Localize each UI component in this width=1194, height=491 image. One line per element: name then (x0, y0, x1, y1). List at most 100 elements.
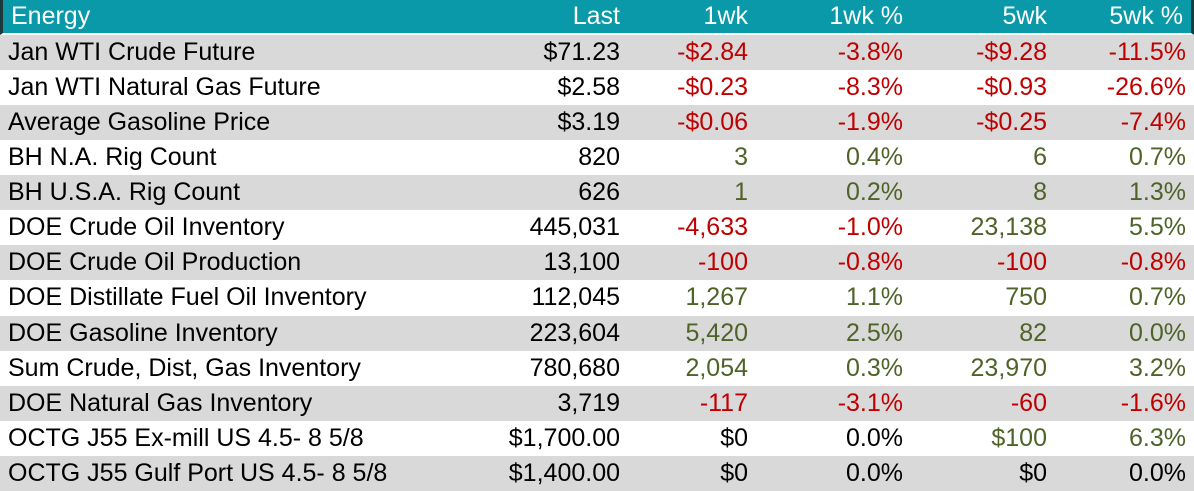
cell-1wk[interactable]: -$0.06 (620, 105, 748, 141)
cell-1wk[interactable]: $0 (620, 420, 748, 456)
cell-5wk-pct[interactable]: -1.6% (1047, 385, 1194, 421)
cell-last[interactable]: 626 (430, 175, 620, 211)
column-header-energy[interactable]: Energy (0, 0, 430, 35)
table-row: DOE Crude Oil Production 13,100 -100 -0.8% -… (0, 245, 1194, 281)
cell-5wk[interactable]: 750 (903, 280, 1047, 316)
cell-5wk[interactable]: 8 (903, 175, 1047, 211)
cell-1wk[interactable]: 2,054 (620, 350, 748, 386)
cell-5wk[interactable]: 82 (903, 315, 1047, 351)
cell-5wk[interactable]: -$0.25 (903, 105, 1047, 141)
cell-1wk-pct[interactable]: 0.3% (748, 350, 903, 386)
row-label[interactable]: DOE Crude Oil Production (0, 245, 430, 281)
row-label[interactable]: Jan WTI Natural Gas Future (0, 70, 430, 106)
cell-5wk[interactable]: -100 (903, 245, 1047, 281)
row-label[interactable]: BH N.A. Rig Count (0, 140, 430, 176)
cell-5wk[interactable]: $0 (903, 455, 1047, 491)
cell-1wk[interactable]: -117 (620, 385, 748, 421)
cell-last[interactable]: 112,045 (430, 280, 620, 316)
cell-5wk-pct[interactable]: -26.6% (1047, 70, 1194, 106)
row-label[interactable]: BH U.S.A. Rig Count (0, 175, 430, 211)
row-label[interactable]: DOE Crude Oil Inventory (0, 210, 430, 246)
cell-5wk-pct[interactable]: 1.3% (1047, 175, 1194, 211)
cell-1wk-pct[interactable]: 2.5% (748, 315, 903, 351)
cell-5wk-pct[interactable]: -7.4% (1047, 105, 1194, 141)
cell-last[interactable]: 223,604 (430, 315, 620, 351)
row-label[interactable]: DOE Natural Gas Inventory (0, 385, 430, 421)
cell-5wk-pct[interactable]: 0.7% (1047, 280, 1194, 316)
table-row: OCTG J55 Ex-mill US 4.5- 8 5/8 $1,700.00 $… (0, 420, 1194, 456)
cell-1wk-pct[interactable]: 0.0% (748, 420, 903, 456)
cell-5wk[interactable]: -60 (903, 385, 1047, 421)
table-row: BH N.A. Rig Count 820 3 0.4% 6 0.7% (0, 140, 1194, 176)
cell-1wk-pct[interactable]: 0.4% (748, 140, 903, 176)
table-row: DOE Crude Oil Inventory 445,031 -4,633 -1.0… (0, 210, 1194, 246)
table-row: Jan WTI Natural Gas Future $2.58 -$0.23 -8.… (0, 70, 1194, 106)
cell-1wk-pct[interactable]: 0.0% (748, 455, 903, 491)
cell-1wk-pct[interactable]: -1.0% (748, 210, 903, 246)
cell-5wk-pct[interactable]: 5.5% (1047, 210, 1194, 246)
table-row: DOE Gasoline Inventory 223,604 5,420 2.5% 82… (0, 315, 1194, 351)
cell-1wk[interactable]: 1,267 (620, 280, 748, 316)
cell-last[interactable]: 780,680 (430, 350, 620, 386)
cell-5wk[interactable]: -$9.28 (903, 35, 1047, 71)
cell-1wk-pct[interactable]: 1.1% (748, 280, 903, 316)
cell-last[interactable]: 13,100 (430, 245, 620, 281)
cell-5wk[interactable]: 6 (903, 140, 1047, 176)
row-label[interactable]: DOE Gasoline Inventory (0, 315, 430, 351)
cell-1wk-pct[interactable]: -3.1% (748, 385, 903, 421)
cell-5wk[interactable]: $100 (903, 420, 1047, 456)
cell-5wk-pct[interactable]: -0.8% (1047, 245, 1194, 281)
table-row: OCTG J55 Gulf Port US 4.5- 8 5/8 $1,400.0… (0, 455, 1194, 491)
cell-last[interactable]: 3,719 (430, 385, 620, 421)
cell-last[interactable]: 445,031 (430, 210, 620, 246)
cell-5wk-pct[interactable]: 0.7% (1047, 140, 1194, 176)
cell-5wk-pct[interactable]: -11.5% (1047, 35, 1194, 71)
cell-1wk[interactable]: 1 (620, 175, 748, 211)
column-header-1wk[interactable]: 1wk (620, 0, 748, 35)
cell-1wk[interactable]: -$2.84 (620, 35, 748, 71)
cell-last[interactable]: $71.23 (430, 35, 620, 71)
cell-5wk-pct[interactable]: 6.3% (1047, 420, 1194, 456)
cell-last[interactable]: $2.58 (430, 70, 620, 106)
table-row: DOE Natural Gas Inventory 3,719 -117 -3.1% -… (0, 385, 1194, 421)
cell-5wk[interactable]: -$0.93 (903, 70, 1047, 106)
cell-last[interactable]: $3.19 (430, 105, 620, 141)
cell-1wk[interactable]: -4,633 (620, 210, 748, 246)
cell-1wk-pct[interactable]: -8.3% (748, 70, 903, 106)
table-row: Sum Crude, Dist, Gas Inventory 780,680 2,0… (0, 350, 1194, 386)
cell-last[interactable]: $1,400.00 (430, 455, 620, 491)
cell-1wk-pct[interactable]: 0.2% (748, 175, 903, 211)
cell-1wk-pct[interactable]: -0.8% (748, 245, 903, 281)
row-label[interactable]: Average Gasoline Price (0, 105, 430, 141)
cell-1wk[interactable]: -$0.23 (620, 70, 748, 106)
row-label[interactable]: Jan WTI Crude Future (0, 35, 430, 71)
column-header-5wk-pct[interactable]: 5wk % (1047, 0, 1194, 35)
cell-last[interactable]: $1,700.00 (430, 420, 620, 456)
row-label[interactable]: DOE Distillate Fuel Oil Inventory (0, 280, 430, 316)
table-row: Average Gasoline Price $3.19 -$0.06 -1.9% -$… (0, 105, 1194, 141)
cell-5wk[interactable]: 23,970 (903, 350, 1047, 386)
cell-5wk-pct[interactable]: 0.0% (1047, 315, 1194, 351)
cell-1wk[interactable]: 3 (620, 140, 748, 176)
cell-1wk[interactable]: 5,420 (620, 315, 748, 351)
cell-1wk[interactable]: $0 (620, 455, 748, 491)
row-label[interactable]: OCTG J55 Gulf Port US 4.5- 8 5/8 (0, 455, 430, 491)
cell-1wk-pct[interactable]: -1.9% (748, 105, 903, 141)
row-label[interactable]: Sum Crude, Dist, Gas Inventory (0, 350, 430, 386)
table-row: Jan WTI Crude Future $71.23 -$2.84 -3.8% -$9… (0, 35, 1194, 71)
table-header: Energy Last 1wk 1wk % 5wk 5wk % (0, 0, 1194, 35)
column-header-5wk[interactable]: 5wk (903, 0, 1047, 35)
cell-last[interactable]: 820 (430, 140, 620, 176)
column-header-last[interactable]: Last (430, 0, 620, 35)
table-row: BH U.S.A. Rig Count 626 1 0.2% 8 1.3% (0, 175, 1194, 211)
cell-1wk-pct[interactable]: -3.8% (748, 35, 903, 71)
table-body: Jan WTI Crude Future $71.23 -$2.84 -3.8% -$9… (0, 35, 1194, 491)
column-header-1wk-pct[interactable]: 1wk % (748, 0, 903, 35)
row-label[interactable]: OCTG J55 Ex-mill US 4.5- 8 5/8 (0, 420, 430, 456)
header-row: Energy Last 1wk 1wk % 5wk 5wk % (0, 0, 1194, 35)
cell-5wk[interactable]: 23,138 (903, 210, 1047, 246)
cell-5wk-pct[interactable]: 3.2% (1047, 350, 1194, 386)
cell-1wk[interactable]: -100 (620, 245, 748, 281)
cell-5wk-pct[interactable]: 0.0% (1047, 455, 1194, 491)
